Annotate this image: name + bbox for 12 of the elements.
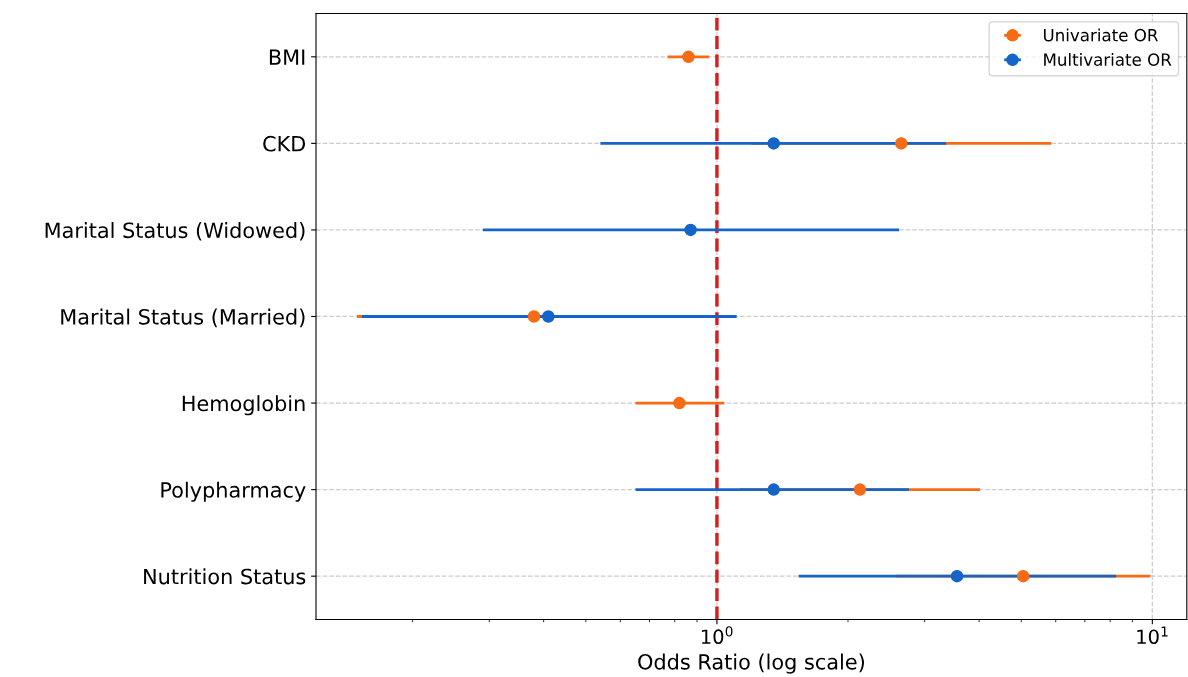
legend-label: Univariate OR — [1043, 28, 1158, 42]
x-axis-title: Odds Ratio (log scale) — [638, 653, 864, 674]
y-tick-label: Marital Status (Married) — [61, 308, 305, 328]
y-tick-label: CKD — [263, 135, 306, 152]
legend-label: Multivariate OR — [1044, 53, 1172, 66]
x-tick-label: 10$^{0}$ — [701, 626, 733, 645]
y-tick-label: Polypharmacy — [161, 481, 306, 502]
x-tick-label: 10$^{1}$ — [1137, 626, 1168, 645]
y-tick-label: Marital Status (Widowed) — [45, 222, 305, 241]
y-tick-label: BMI — [269, 49, 305, 65]
y-tick-label: Nutrition Status — [144, 568, 306, 585]
y-tick-label: Hemoglobin — [182, 395, 305, 416]
